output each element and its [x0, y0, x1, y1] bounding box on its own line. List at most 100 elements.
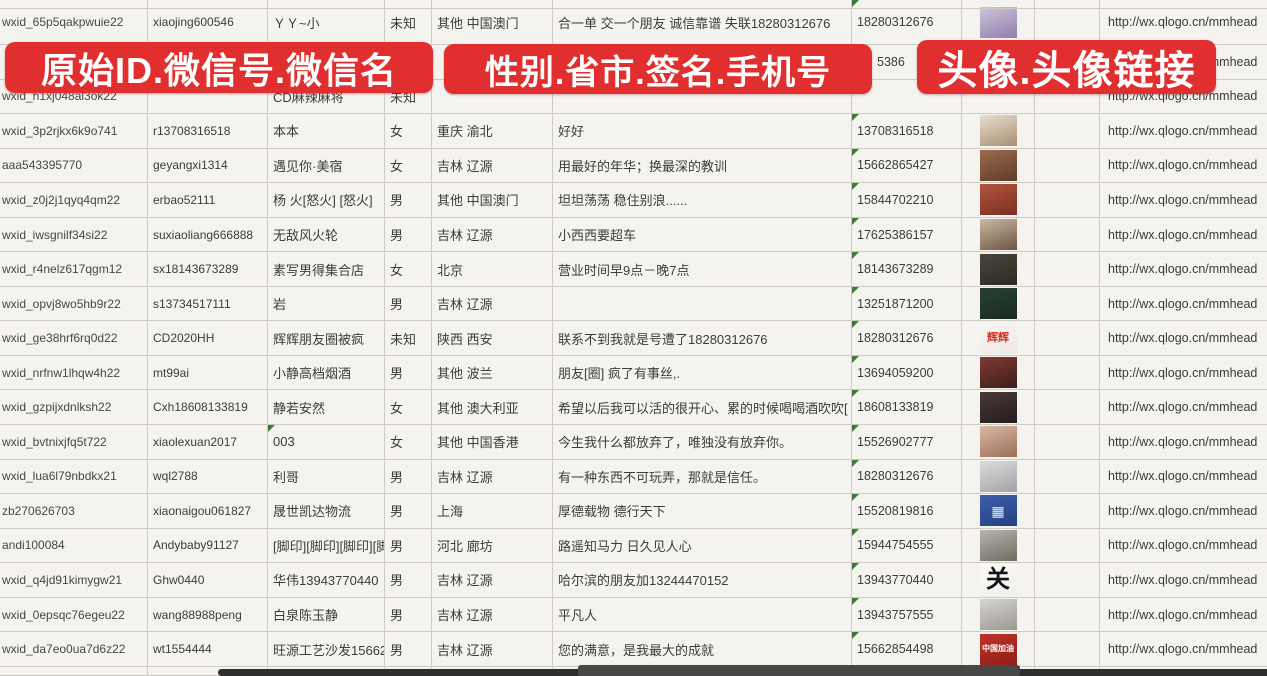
- cell-gender[interactable]: 男: [385, 528, 432, 564]
- cell-avatar[interactable]: [962, 390, 1035, 426]
- cell-avatar-link[interactable]: http://wx.qlogo.cn/mmhead: [1100, 218, 1267, 253]
- cell-signature[interactable]: [553, 286, 852, 322]
- cell-empty[interactable]: [1035, 425, 1100, 460]
- cell-wechat-name[interactable]: 晟世凯达物流: [268, 494, 385, 529]
- cell-avatar[interactable]: [962, 148, 1035, 184]
- cell-empty[interactable]: [1035, 0, 1100, 45]
- cell-avatar[interactable]: [962, 528, 1035, 564]
- cell-signature[interactable]: 路遥知马力 日久见人心: [553, 528, 852, 564]
- cell-avatar-link[interactable]: http://wx.qlogo.cn/mmhead: [1100, 321, 1267, 356]
- cell-province-city[interactable]: 吉林 辽源: [432, 597, 553, 633]
- cell-gender[interactable]: 男: [385, 355, 432, 391]
- cell-phone[interactable]: 18280312676: [852, 321, 962, 356]
- cell-wechat-id[interactable]: xiaojing600546: [148, 0, 268, 45]
- cell-wechat-id[interactable]: Andybaby91127: [148, 528, 268, 564]
- cell-province-city[interactable]: 河北 廊坊: [432, 528, 553, 564]
- cell-gender[interactable]: 男: [385, 597, 432, 633]
- cell-empty[interactable]: [1035, 355, 1100, 391]
- cell-avatar[interactable]: [962, 252, 1035, 287]
- cell-original-id[interactable]: wxid_bvtnixjfq5t722: [0, 425, 148, 460]
- cell-avatar[interactable]: [962, 217, 1035, 253]
- cell-gender[interactable]: 未知: [385, 79, 432, 115]
- cell-empty[interactable]: [1035, 632, 1100, 667]
- cell-province-city[interactable]: 吉林 辽源: [432, 459, 553, 495]
- cell-phone[interactable]: 13943770440: [852, 563, 962, 598]
- cell-signature[interactable]: 朋友[圈] 疯了有事丝,.: [553, 355, 852, 391]
- cell-original-id[interactable]: wxid_65p5qakpwuie22: [0, 0, 148, 45]
- cell-province-city[interactable]: 吉林 辽源: [432, 286, 553, 322]
- cell-signature[interactable]: 希望以后我可以活的很开心、累的时候喝喝酒吹吹[: [553, 390, 852, 426]
- cell-avatar[interactable]: [962, 79, 1035, 115]
- cell-original-id[interactable]: wxid_gzpijxdnlksh22: [0, 390, 148, 426]
- cell-avatar-link[interactable]: http://wx.qlogo.cn/mmhead: [1100, 529, 1267, 564]
- cell-phone[interactable]: 18280312676: [852, 0, 962, 45]
- cell-original-id[interactable]: wxid_3p2rjkx6k9o741: [0, 114, 148, 149]
- cell-original-id[interactable]: wxid_lua6l79nbdkx21: [0, 459, 148, 495]
- cell-phone[interactable]: 15944754555: [852, 528, 962, 564]
- cell-avatar-link[interactable]: http://wx.qlogo.cn/mmhead: [1100, 494, 1267, 529]
- cell-avatar[interactable]: [962, 597, 1035, 633]
- cell-province-city[interactable]: 上海: [432, 494, 553, 529]
- cell-signature[interactable]: 厚德载物 德行天下: [553, 494, 852, 529]
- cell-wechat-id[interactable]: mt99ai: [148, 355, 268, 391]
- cell-original-id[interactable]: wxid_iwsgnilf34si22: [0, 217, 148, 253]
- cell-province-city[interactable]: 其他 中国香港: [432, 425, 553, 460]
- cell-province-city[interactable]: 其他 澳大利亚: [432, 390, 553, 426]
- cell-province-city[interactable]: 吉林 辽源: [432, 217, 553, 253]
- cell-empty[interactable]: [1035, 494, 1100, 529]
- cell-wechat-name[interactable]: 白泉陈玉静: [268, 597, 385, 633]
- cell-signature[interactable]: 今生我什么都放弃了，唯独没有放弃你。: [553, 425, 852, 460]
- cell-wechat-name[interactable]: 本本: [268, 114, 385, 149]
- cell-wechat-id[interactable]: erbao52111: [148, 183, 268, 218]
- cell-avatar[interactable]: [962, 114, 1035, 149]
- cell-empty[interactable]: [1035, 79, 1100, 115]
- cell-wechat-name[interactable]: 静若安然: [268, 390, 385, 426]
- cell-gender[interactable]: 男: [385, 286, 432, 322]
- cell-phone[interactable]: 18608133819: [852, 390, 962, 426]
- cell-original-id[interactable]: wxid_nrfnw1lhqw4h22: [0, 355, 148, 391]
- cell-avatar-link[interactable]: http://wx.qlogo.cn/mmhead: [1100, 460, 1267, 495]
- cell-phone[interactable]: 17625386157: [852, 217, 962, 253]
- cell-empty[interactable]: [1035, 528, 1100, 564]
- cell-province-city[interactable]: 其他 中国澳门: [432, 0, 553, 45]
- cell-signature[interactable]: 合一单 交一个朋友 诚信靠谱 失联18280312676: [553, 0, 852, 45]
- cell-wechat-id[interactable]: s13734517111: [148, 286, 268, 322]
- cell-avatar[interactable]: [962, 355, 1035, 391]
- cell-avatar-link[interactable]: http://wx.qlogo.cn/mmhead: [1100, 598, 1267, 633]
- cell-phone[interactable]: 15526902777: [852, 425, 962, 460]
- cell-avatar[interactable]: ▦: [962, 494, 1035, 529]
- cell-gender[interactable]: 未知: [385, 321, 432, 356]
- cell-phone[interactable]: 15520819816: [852, 494, 962, 529]
- cell-province-city[interactable]: 陕西 西安: [432, 321, 553, 356]
- cell-signature[interactable]: 有一种东西不可玩弄，那就是信任。: [553, 459, 852, 495]
- cell-gender[interactable]: 女: [385, 252, 432, 287]
- cell-avatar[interactable]: [962, 459, 1035, 495]
- cell-empty[interactable]: [1035, 390, 1100, 426]
- cell-original-id[interactable]: wxid_z0j2j1qyq4qm22: [0, 183, 148, 218]
- cell-wechat-name[interactable]: 辉辉朋友圈被疯: [268, 321, 385, 356]
- cell-avatar[interactable]: 中国加油: [962, 632, 1035, 667]
- cell-wechat-name[interactable]: 华伟13943770440: [268, 563, 385, 598]
- cell-empty[interactable]: [1035, 114, 1100, 149]
- cell-phone[interactable]: 15662854498: [852, 632, 962, 667]
- cell-gender[interactable]: 女: [385, 148, 432, 184]
- cell-original-id[interactable]: wxid_0epsqc76egeu22: [0, 597, 148, 633]
- cell-gender[interactable]: 未知: [385, 0, 432, 45]
- cell-gender[interactable]: 男: [385, 563, 432, 598]
- cell-original-id[interactable]: wxid_opvj8wo5hb9r22: [0, 286, 148, 322]
- cell-wechat-id[interactable]: wt1554444: [148, 632, 268, 667]
- cell-empty[interactable]: [1035, 321, 1100, 356]
- cell-phone[interactable]: 13694059200: [852, 355, 962, 391]
- cell-empty[interactable]: [1035, 597, 1100, 633]
- cell-avatar-link[interactable]: http://wx.qlogo.cn/mmhead: [1100, 632, 1267, 667]
- cell-gender[interactable]: 男: [385, 459, 432, 495]
- cell-original-id[interactable]: wxid_ge38hrf6rq0d22: [0, 321, 148, 356]
- cell-gender[interactable]: 男: [385, 217, 432, 253]
- cell-wechat-name[interactable]: 旺源工艺沙发15662854: [268, 632, 385, 667]
- cell-signature[interactable]: 平凡人: [553, 597, 852, 633]
- cell-avatar-link[interactable]: http://wx.qlogo.cn/mmhead: [1100, 0, 1267, 45]
- cell-original-id[interactable]: andi100084: [0, 528, 148, 564]
- cell-wechat-id[interactable]: suxiaoliang666888: [148, 217, 268, 253]
- cell-wechat-id[interactable]: xiaonaigou061827: [148, 494, 268, 529]
- cell-phone[interactable]: 13251871200: [852, 286, 962, 322]
